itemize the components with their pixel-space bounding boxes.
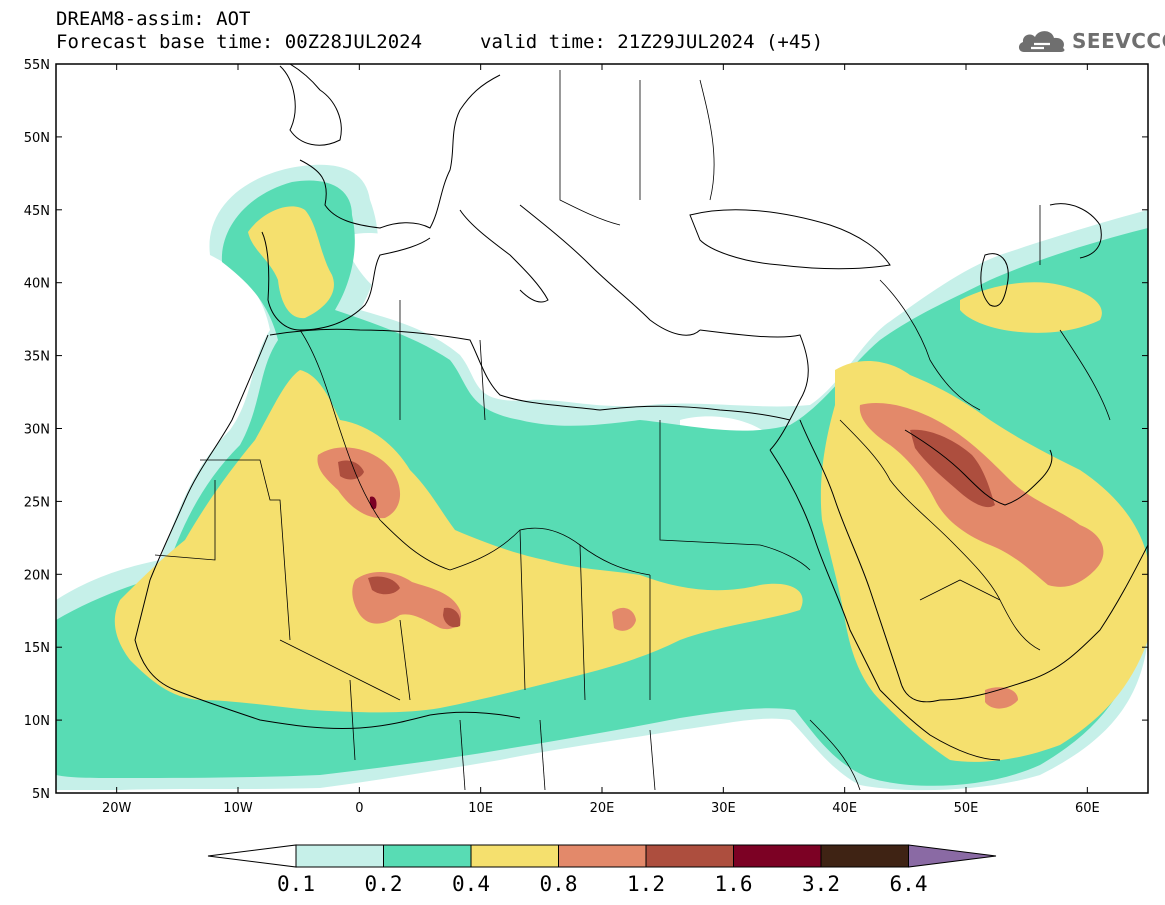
y-tick-label: 40N: [24, 277, 50, 292]
x-tick-label: 0: [355, 801, 363, 816]
y-tick-label: 20N: [24, 568, 50, 583]
x-tick-label: 10E: [468, 801, 493, 816]
x-tick-label: 50E: [954, 801, 979, 816]
y-tick-label: 5N: [32, 787, 50, 802]
y-tick-label: 55N: [24, 58, 50, 73]
aot-field: [56, 164, 1148, 791]
colorbar-label: 6.4: [890, 872, 928, 896]
y-tick-label: 10N: [24, 714, 50, 729]
x-tick-label: 20W: [102, 801, 132, 816]
valid-time: valid time: 21Z29JUL2024 (+45): [480, 31, 824, 53]
colorbar-label: 3.2: [802, 872, 840, 896]
x-tick-label: 20E: [590, 801, 615, 816]
x-tick-label: 60E: [1075, 801, 1100, 816]
aot-level-0.4-iberia: [248, 206, 334, 319]
colorbar-box: [558, 844, 647, 868]
colorbar-box: [295, 844, 384, 868]
logo-text: SEEVCCC: [1072, 29, 1165, 53]
colorbar-label: 1.2: [627, 872, 665, 896]
x-tick-label: 30E: [711, 801, 736, 816]
colorbar-label: 0.4: [452, 872, 490, 896]
y-tick-label: 30N: [24, 423, 50, 438]
colorbar-label: 0.1: [277, 872, 315, 896]
axis-ticks: 20W 10W 0 10E 20E 30E 40E 50E 60E 55N 50N 45N 40N 35N…: [24, 58, 1148, 816]
country-borders: [154, 70, 1111, 791]
colorbar-label: 0.2: [365, 872, 403, 896]
map-title: DREAM8-assim: AOT: [56, 8, 251, 30]
y-tick-label: 15N: [24, 641, 50, 656]
y-tick-label: 25N: [24, 495, 50, 510]
x-tick-label: 10W: [223, 801, 253, 816]
aot-level-1.2-gulf: [910, 429, 995, 508]
aot-level-0.8-algeria: [317, 447, 401, 519]
cloud-icon: [1018, 31, 1065, 52]
y-tick-label: 45N: [24, 204, 50, 219]
colorbar: 0.1 0.2 0.4 0.8 1.2 1.6 3.2 6.4: [207, 844, 997, 896]
colorbar-arrow-high: [908, 844, 997, 868]
colorbar-box: [820, 844, 909, 868]
aot-level-0.4-caspian: [960, 282, 1102, 333]
aot-level-0.8-small-1: [612, 607, 636, 631]
y-tick-label: 50N: [24, 131, 50, 146]
aot-level-0.8-small-2: [985, 687, 1018, 709]
aot-level-1.2-algeria: [338, 460, 364, 480]
forecast-base-time: Forecast base time: 00Z28JUL2024: [56, 31, 423, 53]
aot-hole-iberia: [350, 232, 444, 305]
colorbar-box: [383, 844, 472, 868]
colorbar-label: 1.6: [715, 872, 753, 896]
aot-level-1.2-niger-2: [443, 607, 461, 628]
colorbar-label: 0.8: [540, 872, 578, 896]
aot-level-1.2-niger: [368, 576, 400, 595]
coastlines: [134, 64, 1148, 761]
aot-level-0.4-arabia: [820, 360, 1148, 762]
y-tick-label: 35N: [24, 350, 50, 365]
seevccc-logo: SEEVCCC: [1016, 24, 1165, 58]
x-tick-label: 40E: [832, 801, 857, 816]
colorbar-box: [470, 844, 559, 868]
colorbar-box: [645, 844, 734, 868]
colorbar-arrow-low: [207, 844, 297, 868]
colorbar-box: [733, 844, 822, 868]
